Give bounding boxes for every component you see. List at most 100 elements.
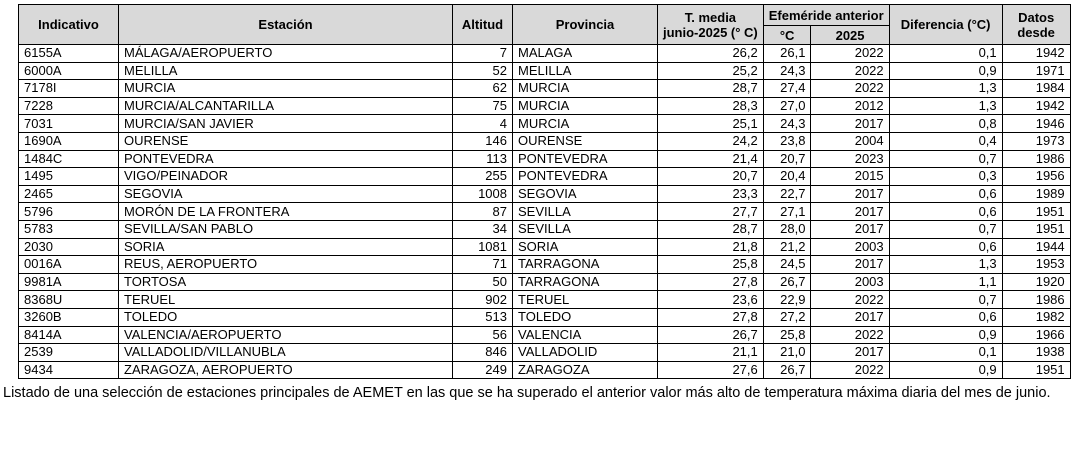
col-header-t-media: T. media junio-2025 (° C) — [657, 4, 764, 45]
cell-provincia: SORIA — [512, 237, 658, 257]
cell-datos-desde: 1984 — [1001, 79, 1071, 98]
col-header-t-media-line2: junio-2025 (° C) — [663, 24, 758, 40]
cell-efemeride-year: 2004 — [810, 131, 890, 151]
cell-efemeride-year: 2022 — [810, 290, 890, 309]
cell-efemeride-c: 26,7 — [762, 360, 812, 380]
cell-efemeride-year: 2012 — [810, 96, 890, 116]
cell-efemeride-c: 26,7 — [762, 272, 812, 292]
cell-t-media: 21,4 — [657, 149, 764, 169]
col-header-estacion: Estación — [118, 4, 453, 45]
table-row: 1484C PONTEVEDRA 113 PONTEVEDRA 21,4 20,7 2023… — [18, 149, 1071, 169]
cell-estacion: MORÓN DE LA FRONTERA — [118, 202, 453, 221]
cell-provincia: MALAGA — [512, 44, 658, 63]
col-header-datos-desde: Datos desde — [1001, 4, 1071, 45]
cell-provincia: VALENCIA — [512, 325, 658, 345]
cell-efemeride-year: 2017 — [810, 184, 890, 204]
cell-provincia: SEVILLA — [512, 219, 658, 239]
cell-indicativo: 2465 — [18, 184, 119, 204]
cell-estacion: TERUEL — [118, 290, 453, 309]
cell-efemeride-c: 24,3 — [762, 114, 812, 133]
cell-indicativo: 2539 — [18, 343, 119, 362]
cell-efemeride-c: 23,8 — [762, 131, 812, 151]
cell-datos-desde: 1944 — [1001, 237, 1071, 257]
cell-provincia: TARRAGONA — [512, 255, 658, 274]
cell-altitud: 513 — [452, 307, 513, 327]
cell-efemeride-c: 25,8 — [762, 325, 812, 345]
cell-altitud: 846 — [452, 343, 513, 362]
col-header-provincia: Provincia — [512, 4, 658, 45]
cell-estacion: SEGOVIA — [118, 184, 453, 204]
cell-indicativo: 1690A — [18, 131, 119, 151]
col-header-indicativo: Indicativo — [18, 4, 119, 45]
cell-estacion: OURENSE — [118, 131, 453, 151]
cell-estacion: PONTEVEDRA — [118, 149, 453, 169]
cell-t-media: 27,7 — [657, 202, 764, 221]
cell-efemeride-year: 2023 — [810, 149, 890, 169]
cell-altitud: 52 — [452, 61, 513, 81]
table-row: 5783 SEVILLA/SAN PABLO 34 SEVILLA 28,7 28,0 20… — [18, 219, 1071, 239]
cell-indicativo: 1484C — [18, 149, 119, 169]
cell-datos-desde: 1951 — [1001, 219, 1071, 239]
cell-provincia: MURCIA — [512, 114, 658, 133]
cell-efemeride-year: 2017 — [810, 343, 890, 362]
cell-diferencia: 0,4 — [888, 131, 1003, 151]
cell-estacion: MELILLA — [118, 61, 453, 81]
table-row: 5796 MORÓN DE LA FRONTERA 87 SEVILLA 27,7 27,… — [18, 202, 1071, 221]
cell-diferencia: 0,6 — [888, 307, 1003, 327]
col-header-datos-line1: Datos — [1018, 9, 1055, 25]
cell-altitud: 902 — [452, 290, 513, 309]
cell-estacion: SORIA — [118, 237, 453, 257]
cell-efemeride-year: 2017 — [810, 114, 890, 133]
cell-provincia: TARRAGONA — [512, 272, 658, 292]
cell-provincia: SEGOVIA — [512, 184, 658, 204]
cell-estacion: TOLEDO — [118, 307, 453, 327]
cell-efemeride-year: 2022 — [810, 325, 890, 345]
table-row: 7031 MURCIA/SAN JAVIER 4 MURCIA 25,1 24,3 2017… — [18, 114, 1071, 133]
col-header-diferencia: Diferencia (°C) — [888, 4, 1003, 45]
cell-efemeride-year: 2022 — [810, 360, 890, 380]
cell-altitud: 34 — [452, 219, 513, 239]
table-header: Indicativo Estación Altitud Provincia T.… — [18, 4, 1071, 45]
cell-datos-desde: 1942 — [1001, 44, 1071, 63]
cell-t-media: 25,2 — [657, 61, 764, 81]
cell-datos-desde: 1951 — [1001, 360, 1071, 380]
cell-diferencia: 0,6 — [888, 184, 1003, 204]
cell-estacion: MURCIA/SAN JAVIER — [118, 114, 453, 133]
cell-t-media: 25,8 — [657, 255, 764, 274]
cell-diferencia: 0,6 — [888, 202, 1003, 221]
table-body: 6155A MÁLAGA/AEROPUERTO 7 MALAGA 26,2 26,1 202… — [18, 44, 1071, 380]
cell-efemeride-year: 2017 — [810, 202, 890, 221]
cell-t-media: 27,8 — [657, 307, 764, 327]
cell-datos-desde: 1986 — [1001, 149, 1071, 169]
cell-datos-desde: 1953 — [1001, 255, 1071, 274]
cell-datos-desde: 1946 — [1001, 114, 1071, 133]
cell-datos-desde: 1956 — [1001, 167, 1071, 186]
cell-efemeride-year: 2022 — [810, 44, 890, 63]
table-row: 6000A MELILLA 52 MELILLA 25,2 24,3 2022 0,9 1971 — [18, 61, 1071, 81]
cell-t-media: 23,3 — [657, 184, 764, 204]
table-row: 2539 VALLADOLID/VILLANUBLA 846 VALLADOLID 21… — [18, 343, 1071, 362]
table-row: 6155A MÁLAGA/AEROPUERTO 7 MALAGA 26,2 26,1 202… — [18, 44, 1071, 63]
cell-altitud: 50 — [452, 272, 513, 292]
cell-indicativo: 9981A — [18, 272, 119, 292]
cell-indicativo: 3260B — [18, 307, 119, 327]
cell-estacion: TORTOSA — [118, 272, 453, 292]
cell-t-media: 24,2 — [657, 131, 764, 151]
cell-efemeride-c: 27,1 — [762, 202, 812, 221]
cell-t-media: 20,7 — [657, 167, 764, 186]
cell-indicativo: 6155A — [18, 44, 119, 63]
cell-efemeride-c: 27,4 — [762, 79, 812, 98]
cell-efemeride-year: 2015 — [810, 167, 890, 186]
cell-altitud: 249 — [452, 360, 513, 380]
cell-diferencia: 0,1 — [888, 343, 1003, 362]
cell-provincia: MELILLA — [512, 61, 658, 81]
cell-indicativo: 7178I — [18, 79, 119, 98]
table-row: 9981A TORTOSA 50 TARRAGONA 27,8 26,7 2003 1,1 19… — [18, 272, 1071, 292]
col-header-efemeride-c: °C — [762, 25, 812, 45]
table-row: 0016A REUS, AEROPUERTO 71 TARRAGONA 25,8 24,5… — [18, 255, 1071, 274]
cell-estacion: VALENCIA/AEROPUERTO — [118, 325, 453, 345]
cell-datos-desde: 1971 — [1001, 61, 1071, 81]
cell-t-media: 26,2 — [657, 44, 764, 63]
cell-efemeride-year: 2017 — [810, 219, 890, 239]
cell-provincia: MURCIA — [512, 79, 658, 98]
